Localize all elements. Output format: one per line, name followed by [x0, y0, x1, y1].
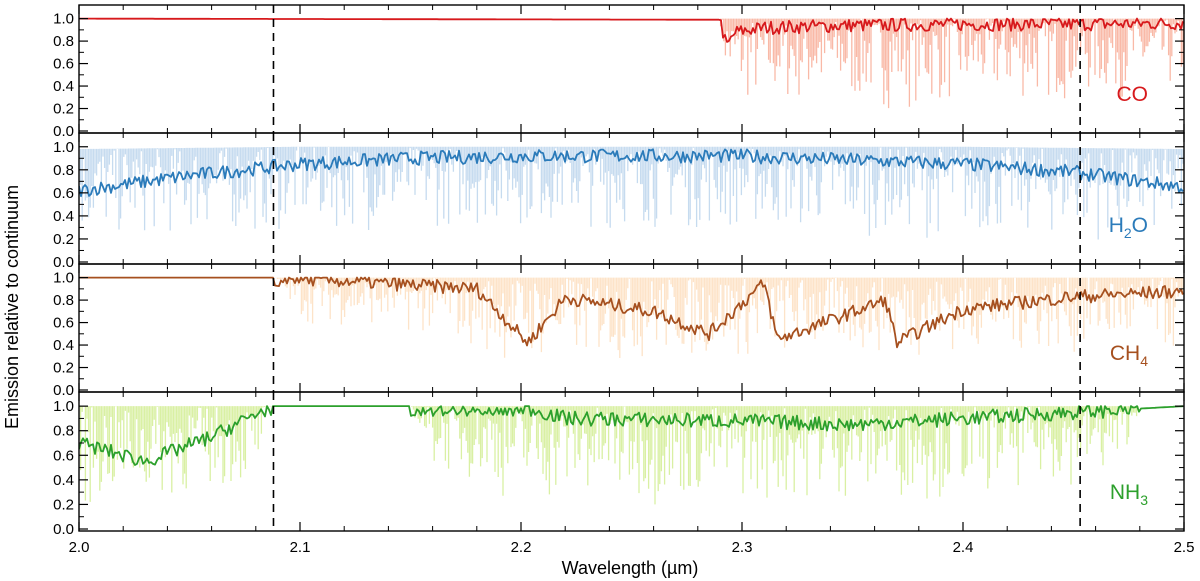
species-label-subscript: 4: [1140, 353, 1148, 369]
y-tick-label: 0.2: [53, 231, 74, 248]
envelope-co: [719, 18, 1184, 109]
envelope-ch4: [273, 277, 1184, 358]
panel-h2o: 0.0 0.2 0.4 0.6 0.8 1.0 H2O: [53, 132, 1185, 271]
x-tick-label: 2.1: [290, 539, 311, 556]
panel-plot-area: [79, 146, 1184, 240]
species-label-subscript: 2: [1124, 225, 1132, 241]
series-line-nh3: [79, 405, 1184, 466]
y-tick-label: 0.2: [53, 496, 74, 513]
y-tick-label: 0.2: [53, 360, 74, 377]
x-axis: 2.0 2.1 2.2 2.3 2.4 2.5: [69, 539, 1195, 556]
panel-plot-area: [79, 17, 1184, 109]
y-tick-label: 0.2: [53, 101, 74, 118]
series-line-h2o: [79, 148, 1184, 198]
y-tick-label: 0.0: [53, 123, 74, 140]
y-tick-label: 0.4: [53, 337, 74, 354]
species-label-tail: O: [1132, 214, 1148, 237]
y-tick-label: 0.4: [53, 472, 74, 489]
panel-plot-area: [79, 276, 1184, 358]
y-axis-label: Emission relative to continuum: [2, 185, 22, 429]
x-axis-label: Wavelength (µm): [562, 558, 699, 578]
panel-ch4: 0.0 0.2 0.4 0.6 0.8 1.0 CH4: [53, 263, 1185, 399]
x-tick-label: 2.2: [511, 539, 532, 556]
y-tick-label: 0.8: [53, 33, 74, 50]
envelope-lines: [719, 18, 1184, 109]
y-tick-label: 1.0: [53, 11, 74, 28]
y-tick-label: 0.4: [53, 78, 74, 95]
species-label-main: H: [1109, 214, 1124, 237]
envelope-lines: [273, 277, 1184, 358]
series-line-ch4: [79, 276, 1184, 349]
species-label-ch4: CH4: [1110, 342, 1148, 369]
y-tick-label: 0.8: [53, 162, 74, 179]
x-tick-label: 2.3: [732, 539, 753, 556]
x-tick-label: 2.5: [1174, 539, 1195, 556]
species-label-main: CH: [1110, 342, 1140, 365]
species-label-subscript: 3: [1140, 492, 1148, 508]
panel-nh3: 0.0 0.2 0.4 0.6 0.8 1.0 NH3: [53, 391, 1185, 538]
y-tick-label: 0.0: [53, 521, 74, 538]
y-tick-label: 0.0: [53, 382, 74, 399]
panel-co: 0.0 0.2 0.4 0.6 0.8 1.0 CO: [53, 4, 1185, 140]
y-tick-label: 0.6: [53, 56, 74, 73]
species-label-main: CO: [1117, 83, 1149, 106]
x-tick-label: 2.4: [953, 539, 974, 556]
y-tick-label: 0.0: [53, 254, 74, 271]
species-label-h2o: H2O: [1109, 214, 1148, 241]
y-tick-label: 0.6: [53, 315, 74, 332]
y-tick-label: 1.0: [53, 270, 74, 287]
panel-plot-area: [79, 405, 1184, 505]
x-tick-label: 2.0: [69, 539, 90, 556]
series-line-co: [79, 17, 1184, 43]
species-label-co: CO: [1117, 83, 1149, 106]
y-tick-label: 1.0: [53, 398, 74, 415]
y-tick-label: 0.8: [53, 423, 74, 440]
y-tick-label: 1.0: [53, 139, 74, 156]
y-tick-label: 0.4: [53, 208, 74, 225]
panels-layer: 0.0 0.2 0.4 0.6 0.8 1.0 CO 0.0 0.2 0.4 0.6 0.8 1.0 H2…: [53, 4, 1185, 538]
species-label-nh3: NH3: [1110, 481, 1148, 508]
y-tick-label: 0.6: [53, 185, 74, 202]
panel-frame: [78, 391, 1185, 532]
y-tick-label: 0.8: [53, 292, 74, 309]
species-label-main: NH: [1110, 481, 1140, 504]
y-tick-label: 0.6: [53, 447, 74, 464]
